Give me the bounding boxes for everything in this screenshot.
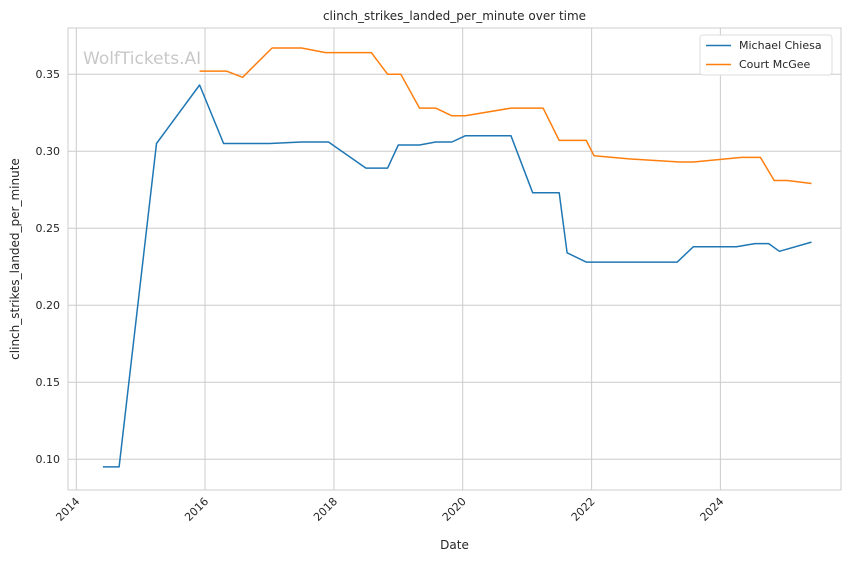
gridlines [68,28,841,490]
y-tick-label-0.15: 0.15 [36,376,61,389]
series-line-court-mcgee [199,47,812,185]
legend-label-court-mcgee: Court McGee [739,58,811,71]
y-tick-label-0.25: 0.25 [36,222,61,235]
watermark-text: WolfTickets.AI [83,49,201,69]
series-line-michael-chiesa [102,84,812,468]
y-tick-label-0.35: 0.35 [36,68,61,81]
legend: Michael Chiesa Court McGee [699,34,833,76]
y-tick-label-0.30: 0.30 [36,145,61,158]
y-axis-ticks: 0.10 0.15 0.20 0.25 0.30 0.35 [36,68,61,466]
plot-area-frame [67,27,842,491]
chart-title: clinch_strikes_landed_per_minute over ti… [323,9,586,23]
series-lines [102,47,812,468]
y-tick-label-0.20: 0.20 [36,299,61,312]
legend-label-michael-chiesa: Michael Chiesa [739,39,822,52]
legend-box [699,34,833,76]
x-axis-title: Date [440,538,469,552]
y-tick-label-0.10: 0.10 [36,453,61,466]
y-axis-title: clinch_strikes_landed_per_minute [8,158,22,360]
